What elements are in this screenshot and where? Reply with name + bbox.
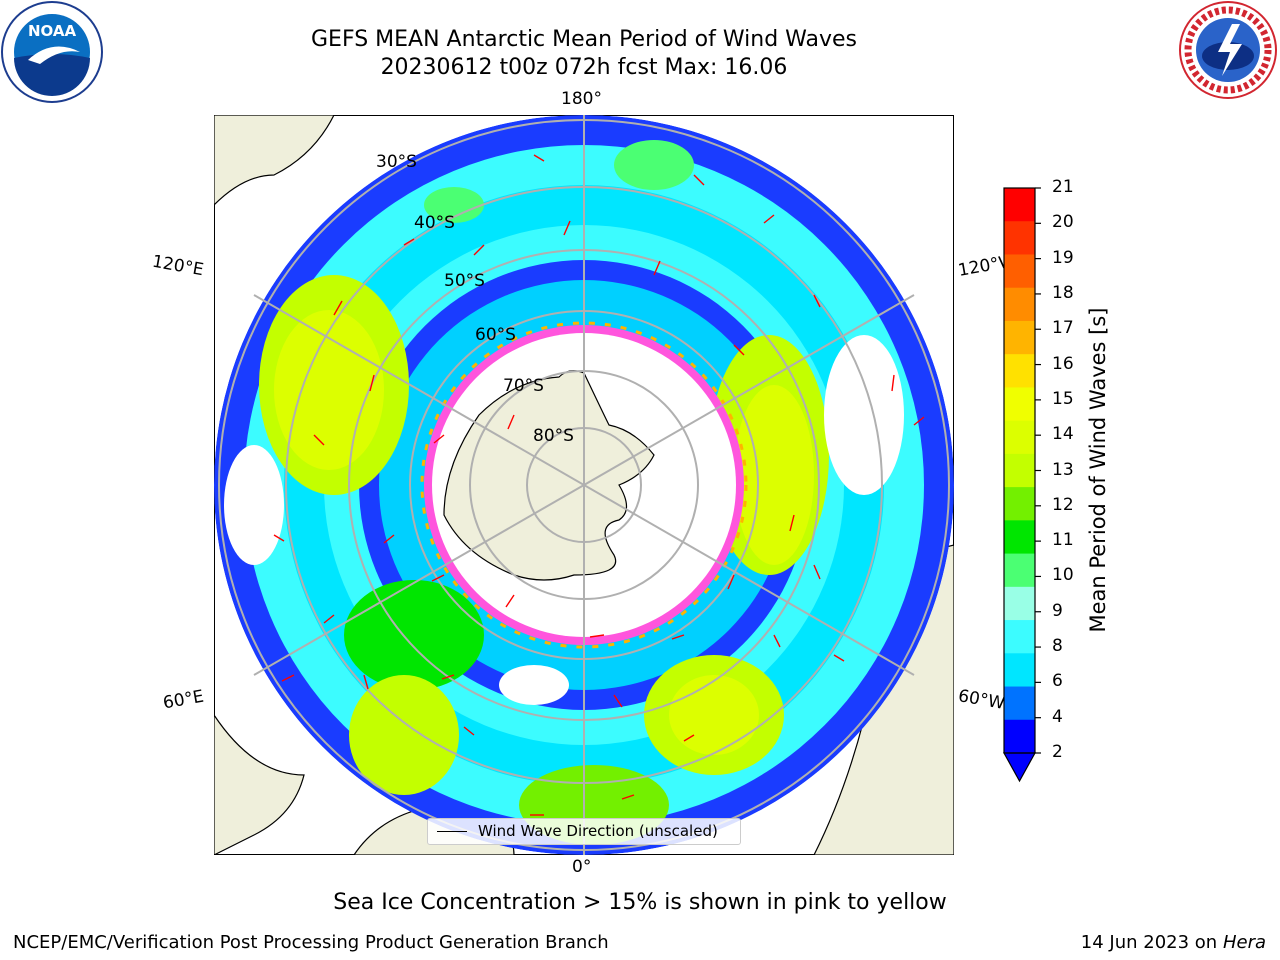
colorbar-band (1004, 420, 1035, 455)
graticule (218, 115, 950, 855)
legend-entry: Wind Wave Direction (unscaled) (478, 822, 718, 840)
lon-label-60w: 60°W (956, 686, 1007, 714)
chart-title: GEFS MEAN Antarctic Mean Period of Wind … (311, 27, 857, 52)
colorbar-tick-label: 13 (1052, 459, 1074, 480)
colorbar-band (1004, 520, 1035, 555)
colorbar-band (1004, 188, 1035, 222)
legend: Wind Wave Direction (unscaled) (427, 818, 741, 845)
colorbar-band (1004, 719, 1035, 754)
colorbar-band (1004, 586, 1035, 621)
colorbar-band (1004, 320, 1035, 355)
colorbar-tick-label: 6 (1052, 671, 1063, 692)
colorbar-tick-label: 4 (1052, 706, 1063, 727)
legend-line-swatch (437, 831, 467, 832)
colorbar-tick-label: 12 (1052, 494, 1074, 515)
noaa-logo: NOAA (1, 1, 103, 103)
lat-label-50s: 50°S (444, 271, 485, 291)
colorbar-tick-label: 14 (1052, 424, 1074, 445)
colorbar-tick-label: 2 (1052, 742, 1063, 762)
colorbar-tick-label: 21 (1052, 177, 1074, 197)
colorbar-tick-label: 10 (1052, 565, 1074, 586)
colorbar-tick-label: 17 (1052, 318, 1074, 339)
lon-label-120e: 120°E (150, 251, 206, 281)
colorbar-band (1004, 553, 1035, 588)
colorbar-band (1004, 254, 1035, 289)
polar-map (214, 115, 954, 855)
colorbar (1002, 187, 1041, 783)
lon-label-180: 180° (561, 89, 602, 109)
colorbar-tick-label: 11 (1052, 530, 1074, 551)
colorbar-label: Mean Period of Wind Waves [s] (1086, 307, 1110, 633)
colorbar-tick-label: 16 (1052, 353, 1074, 374)
lat-label-40s: 40°S (414, 213, 455, 233)
footer-date: 14 Jun 2023 on Hera (1081, 932, 1266, 953)
colorbar-tick-label: 9 (1052, 600, 1063, 621)
lon-label-0: 0° (572, 857, 592, 877)
lon-label-60e: 60°E (161, 686, 206, 714)
colorbar-band (1004, 620, 1035, 654)
colorbar-tick-label: 8 (1052, 636, 1063, 657)
colorbar-band (1004, 287, 1035, 322)
lat-label-70s: 70°S (503, 376, 544, 396)
colorbar-extend-triangle (1002, 752, 1037, 783)
nws-logo (1179, 1, 1277, 99)
colorbar-band (1004, 354, 1035, 388)
colorbar-band (1004, 487, 1035, 521)
colorbar-tick-label: 20 (1052, 212, 1074, 233)
footer-machine: Hera (1222, 932, 1266, 953)
sea-ice-note: Sea Ice Concentration > 15% is shown in … (333, 890, 947, 915)
colorbar-band (1004, 453, 1035, 488)
colorbar-tick-label: 19 (1052, 247, 1074, 268)
footer-credit: NCEP/EMC/Verification Post Processing Pr… (13, 932, 609, 953)
colorbar-tick-label: 15 (1052, 388, 1074, 409)
colorbar-tick-label: 18 (1052, 282, 1074, 303)
colorbar-band (1004, 653, 1035, 688)
lat-label-60s: 60°S (475, 325, 516, 345)
lat-label-30s: 30°S (376, 152, 417, 172)
noaa-logo-text: NOAA (28, 22, 77, 40)
wind-wave-arrows (273, 154, 925, 816)
colorbar-band (1004, 221, 1035, 255)
colorbar-band (1004, 387, 1035, 422)
lat-label-80s: 80°S (533, 426, 574, 446)
colorbar-band (1004, 686, 1035, 721)
footer-date-text: 14 Jun 2023 on (1080, 932, 1218, 953)
chart-subtitle: 20230612 t00z 072h fcst Max: 16.06 (380, 55, 788, 80)
